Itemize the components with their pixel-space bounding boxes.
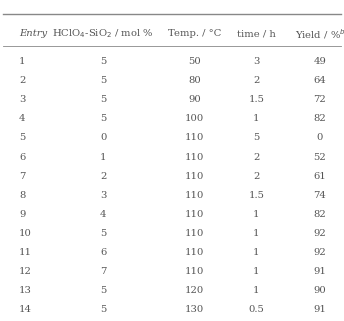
Text: 64: 64: [313, 76, 326, 85]
Text: 92: 92: [313, 229, 326, 238]
Text: 1.5: 1.5: [248, 191, 264, 200]
Text: 7: 7: [19, 172, 25, 181]
Text: 91: 91: [313, 267, 326, 276]
Text: 1: 1: [253, 267, 259, 276]
Text: 5: 5: [253, 134, 259, 143]
Text: 1: 1: [253, 210, 259, 219]
Text: 7: 7: [100, 267, 106, 276]
Text: 1: 1: [253, 286, 259, 295]
Text: 6: 6: [19, 152, 25, 161]
Text: 1.5: 1.5: [248, 95, 264, 104]
Text: 110: 110: [185, 134, 204, 143]
Text: Entry: Entry: [19, 29, 47, 38]
Text: Yield / %$^b$: Yield / %$^b$: [294, 27, 344, 40]
Text: 74: 74: [313, 191, 326, 200]
Text: 82: 82: [313, 114, 326, 123]
Text: 110: 110: [185, 152, 204, 161]
Text: time / h: time / h: [237, 29, 276, 38]
Text: 100: 100: [185, 114, 204, 123]
Text: 2: 2: [19, 76, 25, 85]
Text: 1: 1: [253, 229, 259, 238]
Text: 3: 3: [19, 95, 25, 104]
Text: 52: 52: [313, 152, 326, 161]
Text: 130: 130: [185, 305, 204, 314]
Text: 92: 92: [313, 248, 326, 257]
Text: 5: 5: [100, 57, 106, 66]
Text: 110: 110: [185, 267, 204, 276]
Text: 90: 90: [188, 95, 201, 104]
Text: 13: 13: [19, 286, 32, 295]
Text: 1: 1: [19, 57, 25, 66]
Text: 0: 0: [317, 134, 323, 143]
Text: 5: 5: [100, 229, 106, 238]
Text: HClO$_4$-SiO$_2$ / mol %: HClO$_4$-SiO$_2$ / mol %: [52, 27, 154, 40]
Text: 5: 5: [100, 76, 106, 85]
Text: 80: 80: [188, 76, 201, 85]
Text: 49: 49: [313, 57, 326, 66]
Text: 2: 2: [100, 172, 106, 181]
Text: 110: 110: [185, 172, 204, 181]
Text: 50: 50: [188, 57, 201, 66]
Text: 14: 14: [19, 305, 32, 314]
Text: 5: 5: [100, 305, 106, 314]
Text: 4: 4: [100, 210, 106, 219]
Text: 5: 5: [100, 95, 106, 104]
Text: 72: 72: [313, 95, 326, 104]
Text: 8: 8: [19, 191, 25, 200]
Text: 61: 61: [313, 172, 326, 181]
Text: 12: 12: [19, 267, 32, 276]
Text: 5: 5: [100, 114, 106, 123]
Text: 3: 3: [253, 57, 259, 66]
Text: 0.5: 0.5: [248, 305, 264, 314]
Text: 5: 5: [19, 134, 25, 143]
Text: 2: 2: [253, 76, 259, 85]
Text: 0: 0: [100, 134, 106, 143]
Text: 82: 82: [313, 210, 326, 219]
Text: 110: 110: [185, 191, 204, 200]
Text: 1: 1: [253, 248, 259, 257]
Text: 91: 91: [313, 305, 326, 314]
Text: Temp. / °C: Temp. / °C: [168, 29, 221, 38]
Text: 1: 1: [100, 152, 106, 161]
Text: 2: 2: [253, 152, 259, 161]
Text: 9: 9: [19, 210, 25, 219]
Text: 110: 110: [185, 210, 204, 219]
Text: 90: 90: [313, 286, 326, 295]
Text: 6: 6: [100, 248, 106, 257]
Text: 10: 10: [19, 229, 32, 238]
Text: 5: 5: [100, 286, 106, 295]
Text: 3: 3: [100, 191, 106, 200]
Text: 120: 120: [185, 286, 204, 295]
Text: 2: 2: [253, 172, 259, 181]
Text: 11: 11: [19, 248, 32, 257]
Text: 1: 1: [253, 114, 259, 123]
Text: 110: 110: [185, 229, 204, 238]
Text: 110: 110: [185, 248, 204, 257]
Text: 4: 4: [19, 114, 25, 123]
